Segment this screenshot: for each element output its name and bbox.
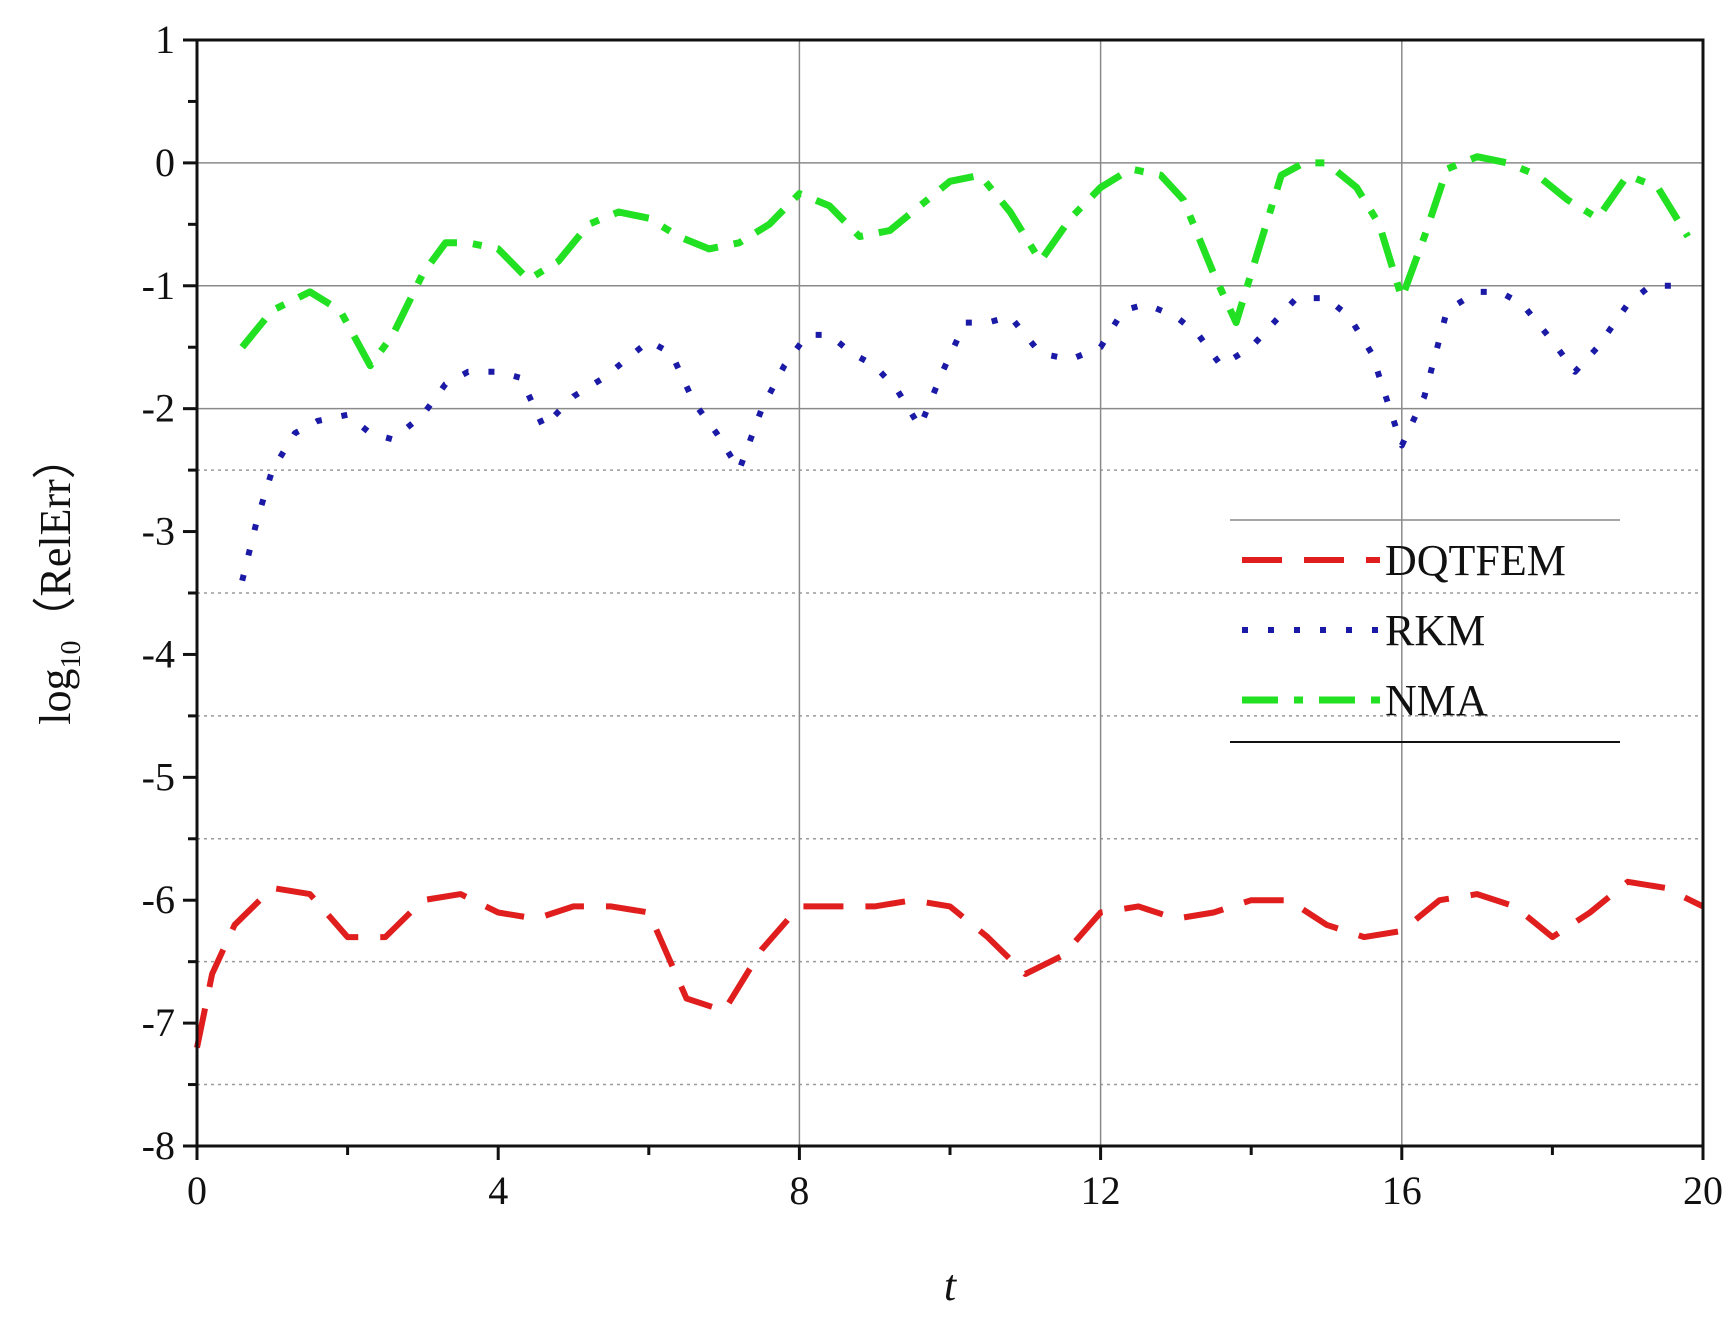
- series-lines: [194, 153, 1705, 1049]
- x-tick-label: 12: [1081, 1168, 1121, 1213]
- series-line-nma: [239, 153, 1691, 370]
- legend-label-rkm: RKM: [1385, 606, 1485, 655]
- y-tick-label: -8: [142, 1123, 175, 1168]
- x-tick-label: 16: [1382, 1168, 1422, 1213]
- legend-label-dqtfem: DQTFEM: [1385, 536, 1566, 585]
- x-tick-label: 8: [789, 1168, 809, 1213]
- y-tick-label: 1: [155, 17, 175, 62]
- x-tick-label: 4: [488, 1168, 508, 1213]
- series-line-rkm: [239, 282, 1673, 582]
- y-tick-label: -7: [142, 1000, 175, 1045]
- y-axis-label: log10（RelErr）: [31, 435, 87, 725]
- y-axis-label-paren: （RelErr）: [31, 435, 80, 640]
- y-tick-label: -3: [142, 509, 175, 554]
- y-tick-label: -4: [142, 631, 175, 676]
- grid-lines: [197, 40, 1703, 1146]
- y-tick-label: -2: [142, 386, 175, 431]
- legend-label-nma: NMA: [1385, 676, 1488, 725]
- y-axis-label-sub: 10: [56, 641, 87, 669]
- x-tick-label: 0: [187, 1168, 207, 1213]
- legend: DQTFEM RKM NMA: [1230, 519, 1620, 743]
- axis-labels: t log10（RelErr）: [31, 435, 958, 1310]
- axes: 0 4 8 12 16 20 1 0 -1 -2 -3 -4 -5 -6 -7 -8: [142, 17, 1723, 1213]
- x-axis-label: t: [944, 1261, 958, 1310]
- x-tick-label: 20: [1683, 1168, 1723, 1213]
- y-tick-label: -1: [142, 263, 175, 308]
- series-line-dqtfem: [194, 878, 1705, 1049]
- y-tick-label: 0: [155, 140, 175, 185]
- y-axis-label-main: log: [31, 669, 80, 725]
- y-tick-label: -6: [142, 877, 175, 922]
- y-tick-label: -5: [142, 754, 175, 799]
